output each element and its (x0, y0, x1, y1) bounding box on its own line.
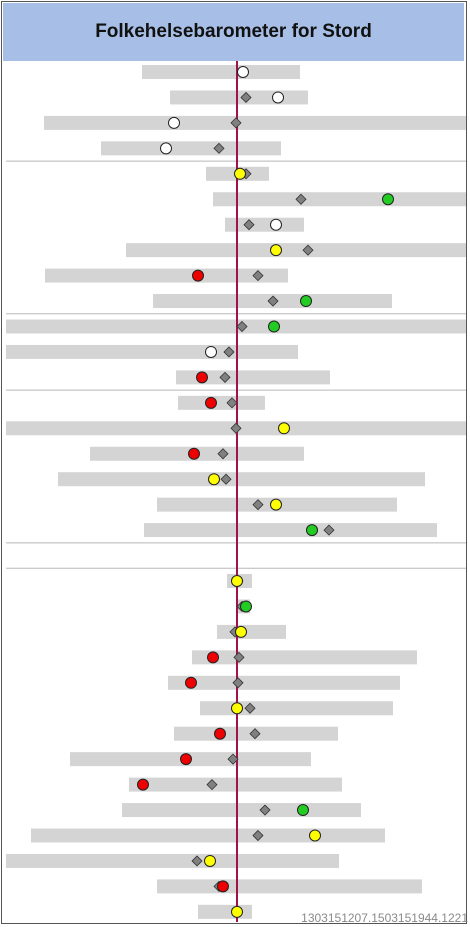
average-diamond (226, 397, 238, 409)
range-bar (192, 650, 417, 665)
range-bar (198, 904, 252, 919)
footer-code: 1303151207.1503151944.1221 (301, 911, 468, 925)
range-bar (178, 395, 265, 410)
value-circle (234, 167, 246, 180)
value-circle (306, 524, 318, 537)
average-diamond (249, 728, 261, 740)
value-circle (231, 905, 243, 918)
value-circle (160, 142, 172, 155)
average-diamond (240, 91, 252, 104)
range-bar (213, 192, 466, 207)
chart-title: Folkehelsebarometer for Stord (3, 3, 464, 61)
value-circle (272, 91, 284, 104)
range-bar (225, 217, 304, 232)
average-diamond (230, 117, 242, 129)
range-bar (142, 65, 300, 79)
value-circle (235, 625, 247, 638)
range-bar (122, 803, 361, 818)
range-bar (101, 141, 281, 156)
average-diamond (233, 651, 245, 663)
value-circle (278, 422, 290, 435)
range-bar (44, 115, 466, 130)
average-diamond (243, 219, 255, 231)
value-circle (205, 345, 217, 358)
average-diamond (236, 320, 248, 333)
value-circle (231, 702, 243, 715)
average-diamond (252, 829, 264, 842)
value-circle (204, 854, 216, 867)
range-bar (168, 675, 400, 690)
value-circle (240, 600, 252, 613)
range-bar (144, 523, 437, 538)
value-circle (207, 651, 219, 664)
average-diamond (223, 346, 235, 358)
range-bar (31, 828, 385, 843)
range-bar (157, 879, 422, 894)
value-circle (309, 829, 321, 842)
value-circle (137, 778, 149, 791)
range-bar (58, 472, 425, 487)
average-diamond (220, 473, 232, 485)
range-bar (45, 268, 288, 283)
average-diamond (227, 753, 239, 765)
value-circle (196, 371, 208, 384)
average-diamond (230, 422, 242, 434)
value-circle (231, 575, 243, 587)
average-diamond (191, 855, 203, 867)
value-circle (208, 473, 220, 486)
value-circle (270, 244, 282, 257)
range-bar (6, 853, 339, 868)
average-diamond (267, 295, 279, 307)
range-bar (126, 243, 466, 258)
average-diamond (213, 142, 225, 154)
value-circle (270, 218, 282, 231)
average-diamond (259, 804, 271, 816)
range-bar (176, 370, 330, 385)
range-bar (129, 777, 342, 792)
average-diamond (217, 448, 229, 460)
value-circle (188, 447, 200, 460)
range-bar (200, 701, 393, 716)
range-bar (170, 90, 308, 105)
value-circle (270, 498, 282, 511)
average-diamond (219, 371, 231, 383)
range-bar (6, 344, 298, 359)
value-circle (205, 396, 217, 409)
value-circle (168, 116, 180, 129)
average-diamond (323, 524, 335, 536)
value-circle (192, 269, 204, 282)
average-diamond (302, 244, 314, 256)
value-circle (300, 295, 312, 308)
value-circle (237, 66, 249, 78)
value-circle (185, 676, 197, 689)
value-circle (268, 320, 280, 333)
average-diamond (244, 702, 256, 714)
value-circle (382, 193, 394, 206)
value-circle (180, 753, 192, 766)
average-diamond (252, 270, 264, 282)
value-circle (214, 727, 226, 740)
value-circle (217, 880, 229, 893)
average-diamond (206, 779, 218, 791)
value-circle (297, 804, 309, 817)
average-diamond (252, 499, 264, 511)
range-bar (217, 624, 286, 639)
average-diamond (232, 677, 244, 689)
average-diamond (295, 193, 307, 205)
